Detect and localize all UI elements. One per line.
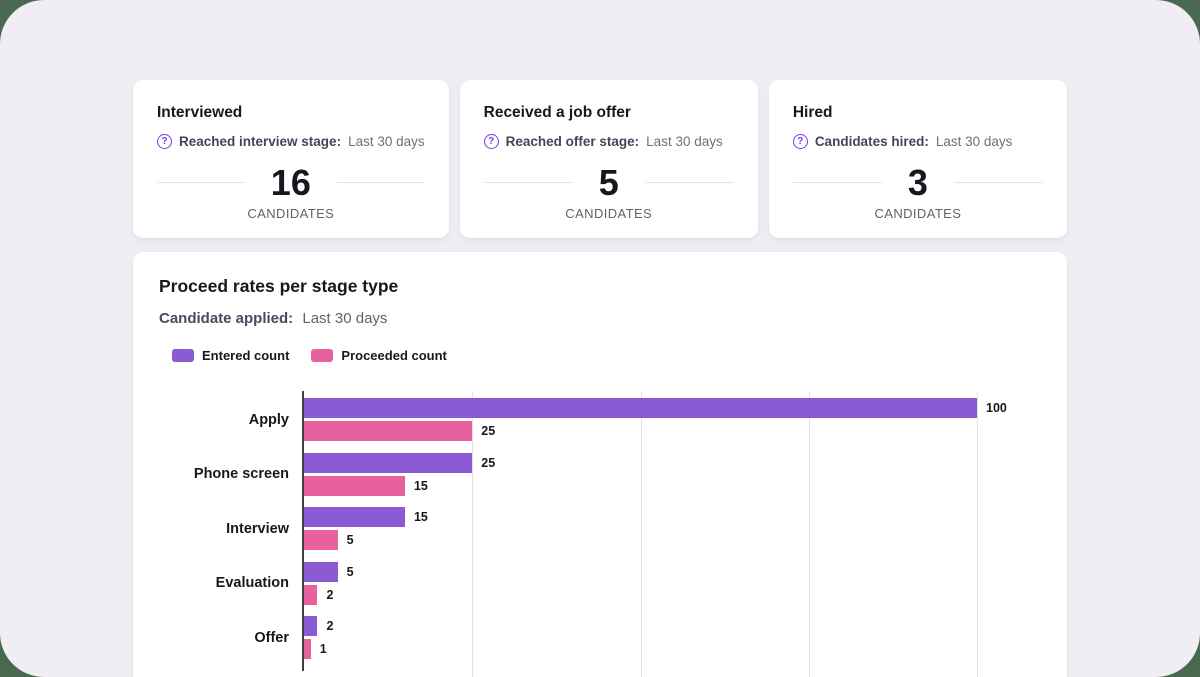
help-icon[interactable]: ?	[483, 134, 499, 149]
stat-tooltip-value: Last 30 days	[646, 134, 723, 149]
category-label: Apply	[248, 411, 289, 428]
stat-tooltip-value: Last 30 days	[935, 134, 1013, 149]
bar-proceeded-count	[304, 639, 311, 659]
stat-card-hired: Hired ? Candidates hired: Last 30 days 3…	[768, 80, 1067, 238]
help-icon[interactable]: ?	[157, 134, 172, 149]
category-label: Offer	[254, 629, 289, 646]
stat-unit-label: CANDIDATES	[874, 206, 962, 222]
gridline	[808, 391, 810, 677]
chart-legend: Entered count Proceeded count	[172, 348, 1041, 363]
stats-row: Interviewed ? Reached interview stage: L…	[133, 80, 1067, 238]
divider-line	[644, 182, 734, 184]
chart-row: 100 25	[304, 398, 1007, 441]
bar-line: 2	[304, 584, 977, 605]
bar-line: 1	[304, 639, 977, 659]
bar-value-label: 2	[326, 619, 334, 633]
bar-line: 25	[304, 421, 977, 441]
stat-count: 5	[598, 162, 619, 203]
bar-entered-count	[304, 452, 473, 473]
bar-line: 5	[304, 561, 977, 582]
stat-number-row: 3	[792, 161, 1043, 204]
stat-card-interviewed: Interviewed ? Reached interview stage: L…	[133, 80, 449, 238]
category-label: Interview	[226, 520, 289, 537]
stat-number-row: 16	[157, 161, 425, 204]
bar-entered-count	[304, 561, 338, 582]
legend-label: Proceeded count	[341, 348, 447, 363]
stat-unit-label: CANDIDATES	[247, 206, 335, 222]
bar-line: 15	[304, 475, 977, 496]
legend-item-proceeded[interactable]: Proceeded count	[311, 348, 447, 363]
bar-entered-count	[304, 507, 405, 527]
bar-value-label: 100	[986, 401, 1007, 415]
stat-unit-label: CANDIDATES	[565, 206, 653, 222]
chart-title: Proceed rates per stage type	[159, 276, 399, 296]
stat-card-subtitle: ? Reached offer stage: Last 30 days	[483, 134, 734, 149]
bar-line: 2	[304, 616, 977, 636]
bar-line: 5	[304, 530, 977, 550]
divider-line	[157, 182, 245, 184]
help-icon[interactable]: ?	[792, 134, 808, 149]
divider-line	[953, 182, 1043, 184]
bar-entered-count	[304, 616, 318, 636]
stat-card-subtitle: ? Candidates hired: Last 30 days	[792, 134, 1043, 149]
dashboard-content: Interviewed ? Reached interview stage: L…	[133, 0, 1067, 677]
chart-rows: 100 25 25 15 15 5 5 2 2 1	[304, 391, 1007, 659]
stat-number-row: 5	[483, 161, 734, 204]
stat-tooltip-label: Candidates hired:	[814, 134, 929, 149]
stat-count: 3	[907, 162, 928, 203]
bar-value-label: 2	[326, 587, 334, 602]
bar-value-label: 25	[481, 455, 496, 470]
category-labels-column: Apply Phone screen Interview Evaluation Offe…	[159, 391, 302, 671]
stat-card-title: Interviewed	[157, 104, 243, 121]
bar-chart: Apply Phone screen Interview Evaluation Offe…	[159, 391, 1041, 677]
bar-proceeded-count	[304, 475, 405, 496]
stat-card-subtitle: ? Reached interview stage: Last 30 days	[157, 134, 425, 149]
chart-plot-area: 100 25 25 15 15 5 5 2 2 1	[302, 391, 1007, 677]
bar-value-label: 15	[413, 478, 428, 493]
stat-count: 16	[270, 162, 311, 203]
bar-proceeded-count	[304, 584, 318, 605]
legend-swatch-proceeded	[311, 349, 334, 362]
legend-label: Entered count	[202, 348, 290, 363]
legend-swatch-entered	[172, 349, 194, 362]
chart-filter-value: Last 30 days	[302, 310, 388, 327]
gridline	[977, 391, 978, 677]
bar-line: 100	[304, 398, 1007, 418]
bar-value-label: 5	[346, 533, 354, 547]
divider-line	[483, 182, 573, 184]
chart-card: Proceed rates per stage type Candidate a…	[133, 252, 1067, 677]
chart-filter-label: Candidate applied:	[159, 310, 294, 327]
stat-card-offer: Received a job offer ? Reached offer sta…	[459, 80, 758, 238]
stat-tooltip-label: Reached interview stage:	[179, 134, 342, 149]
divider-line	[792, 182, 882, 184]
gridline	[640, 391, 642, 677]
bar-proceeded-count	[304, 421, 473, 441]
stat-tooltip-value: Last 30 days	[348, 134, 425, 149]
bar-entered-count	[304, 398, 977, 418]
category-label: Phone screen	[193, 466, 289, 482]
legend-item-entered[interactable]: Entered count	[172, 348, 289, 363]
divider-line	[336, 182, 425, 184]
bar-proceeded-count	[304, 530, 338, 550]
chart-row: 25 15	[304, 452, 977, 496]
bar-value-label: 15	[413, 510, 428, 524]
gridline	[472, 391, 474, 677]
bar-value-label: 1	[319, 642, 327, 656]
category-label: Evaluation	[215, 575, 289, 591]
bar-value-label: 5	[346, 564, 354, 579]
stat-card-title: Hired	[792, 104, 833, 121]
bar-value-label: 25	[481, 424, 496, 438]
chart-filter: Candidate applied: Last 30 days	[159, 310, 1041, 327]
bar-line: 25	[304, 452, 977, 473]
stat-card-title: Received a job offer	[483, 104, 631, 121]
chart-row: 15 5	[304, 507, 977, 550]
gridlines-layer	[304, 391, 978, 677]
stat-tooltip-label: Reached offer stage:	[505, 134, 640, 149]
bar-line: 15	[304, 507, 977, 527]
